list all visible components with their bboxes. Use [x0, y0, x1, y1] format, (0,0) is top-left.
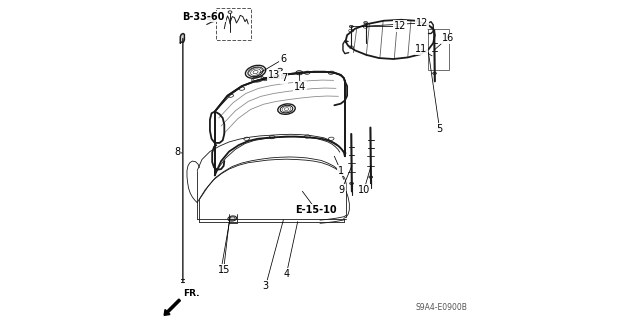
- Ellipse shape: [349, 182, 353, 184]
- Ellipse shape: [364, 22, 367, 24]
- Text: 8: 8: [174, 146, 180, 157]
- Text: 1: 1: [338, 166, 344, 176]
- FancyArrow shape: [164, 299, 180, 315]
- Text: 12: 12: [416, 18, 428, 28]
- Ellipse shape: [278, 68, 282, 71]
- Text: 14: 14: [294, 82, 307, 92]
- Text: 5: 5: [436, 124, 443, 134]
- Text: 10: 10: [358, 185, 370, 195]
- Text: 13: 13: [268, 70, 280, 80]
- Text: 4: 4: [284, 269, 289, 279]
- Text: 7: 7: [281, 73, 287, 83]
- Text: 11: 11: [415, 44, 428, 55]
- Text: 12: 12: [394, 21, 406, 31]
- Ellipse shape: [349, 26, 353, 27]
- Polygon shape: [180, 33, 184, 43]
- Text: E-15-10: E-15-10: [295, 205, 337, 215]
- Text: B-33-60: B-33-60: [182, 11, 225, 22]
- Text: 15: 15: [218, 264, 230, 275]
- Ellipse shape: [296, 71, 303, 75]
- Ellipse shape: [228, 216, 237, 221]
- Ellipse shape: [369, 176, 372, 178]
- Text: 3: 3: [262, 280, 269, 291]
- Text: FR.: FR.: [184, 289, 200, 298]
- Text: 2: 2: [218, 264, 224, 275]
- Text: 6: 6: [280, 54, 286, 64]
- Ellipse shape: [433, 72, 436, 75]
- Text: 16: 16: [442, 33, 454, 43]
- Ellipse shape: [278, 75, 284, 78]
- Text: S9A4-E0900B: S9A4-E0900B: [415, 303, 467, 312]
- Text: 9: 9: [339, 185, 345, 195]
